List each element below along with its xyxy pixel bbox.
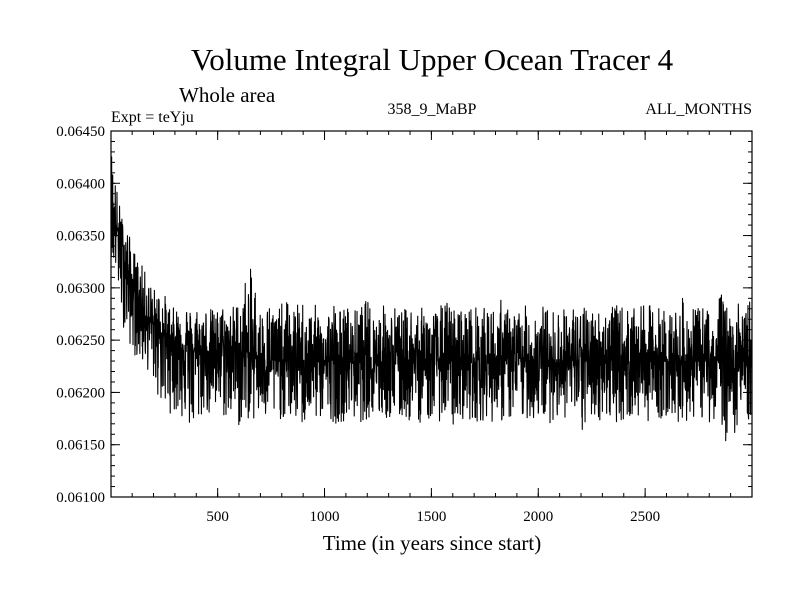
y-tick-label: 0.06450: [56, 124, 105, 140]
data-layer: [110, 156, 753, 442]
x-tick-label: 2000: [523, 509, 553, 525]
y-tick-label: 0.06400: [56, 176, 105, 192]
y-tick-label: 0.06300: [56, 281, 105, 297]
y-tick-label: 0.06150: [56, 438, 105, 454]
period-label: 358_9_MaBP: [388, 101, 477, 118]
plot-frame: [110, 130, 753, 498]
y-tick-label: 0.06100: [56, 490, 105, 506]
months-label: ALL_MONTHS: [645, 101, 752, 118]
x-tick-label: 1500: [416, 509, 446, 525]
axis-layer: 0.06100 0.06150 0.06200 0.06250 0.06300 0.063…: [56, 124, 752, 525]
experiment-label: Expt = teYju: [111, 109, 194, 126]
x-tick-label: 2500: [630, 509, 660, 525]
y-tick-label: 0.06350: [56, 229, 105, 245]
x-axis-label: Time (in years since start): [323, 531, 542, 555]
y-tick-label: 0.06250: [56, 333, 105, 349]
x-tick-label: 500: [206, 509, 229, 525]
y-tick-label: 0.06200: [56, 385, 105, 401]
chart-title: Volume Integral Upper Ocean Tracer 4: [191, 42, 674, 77]
series-line: [110, 156, 753, 442]
x-tick-label: 1000: [310, 509, 340, 525]
chart-subtitle: Whole area: [179, 83, 276, 107]
